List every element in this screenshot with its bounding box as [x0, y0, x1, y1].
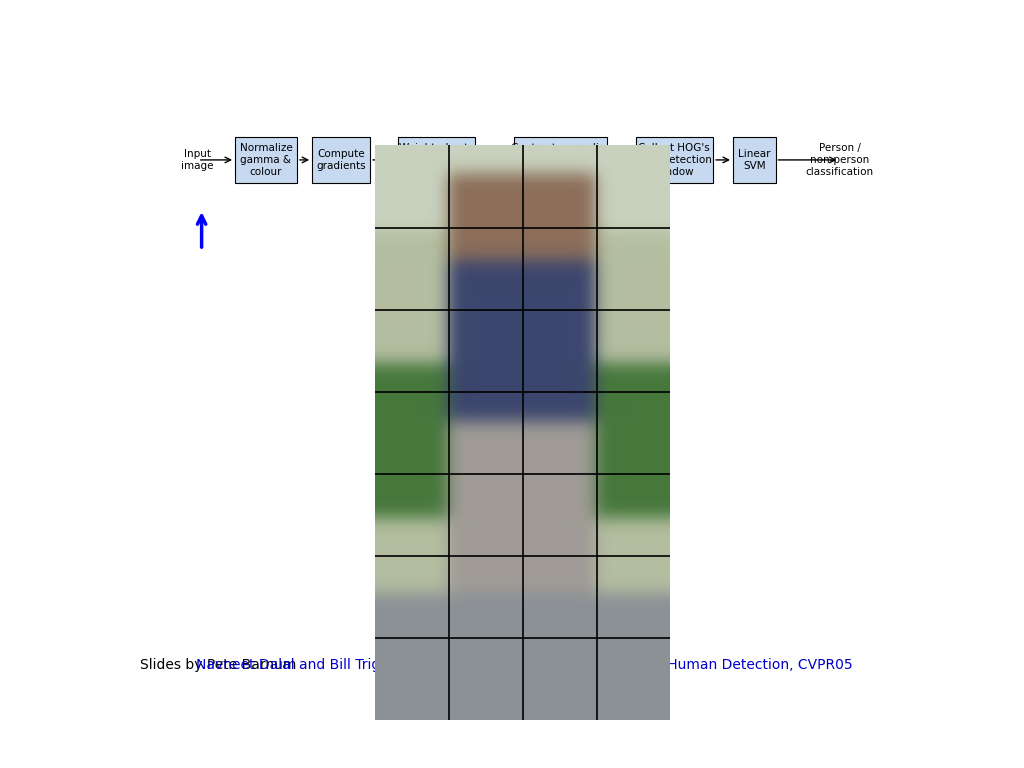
Text: Contrast normalize
over overlapping
spatial blocks: Contrast normalize over overlapping spat… [511, 144, 610, 177]
FancyBboxPatch shape [514, 137, 607, 183]
Text: Normalize
gamma &
colour: Normalize gamma & colour [240, 144, 292, 177]
Text: Linear
SVM: Linear SVM [738, 149, 770, 170]
Text: Person /
non-person
classification: Person / non-person classification [806, 144, 873, 177]
Text: Collect HOG's
over detection
window: Collect HOG's over detection window [637, 144, 713, 177]
Text: Navneet Dalal and Bill Triggs, Histograms of Oriented Gradients for Human Detect: Navneet Dalal and Bill Triggs, Histogram… [197, 658, 853, 672]
FancyBboxPatch shape [397, 137, 475, 183]
FancyBboxPatch shape [636, 137, 713, 183]
FancyBboxPatch shape [234, 137, 297, 183]
Text: Weighted vote
into spatial &
orientation cells: Weighted vote into spatial & orientation… [394, 144, 478, 177]
FancyBboxPatch shape [733, 137, 775, 183]
Text: Input
image: Input image [181, 149, 214, 170]
Text: Compute
gradients: Compute gradients [316, 149, 366, 170]
Text: Slides by Pete Barnum: Slides by Pete Barnum [139, 658, 296, 672]
FancyBboxPatch shape [312, 137, 371, 183]
